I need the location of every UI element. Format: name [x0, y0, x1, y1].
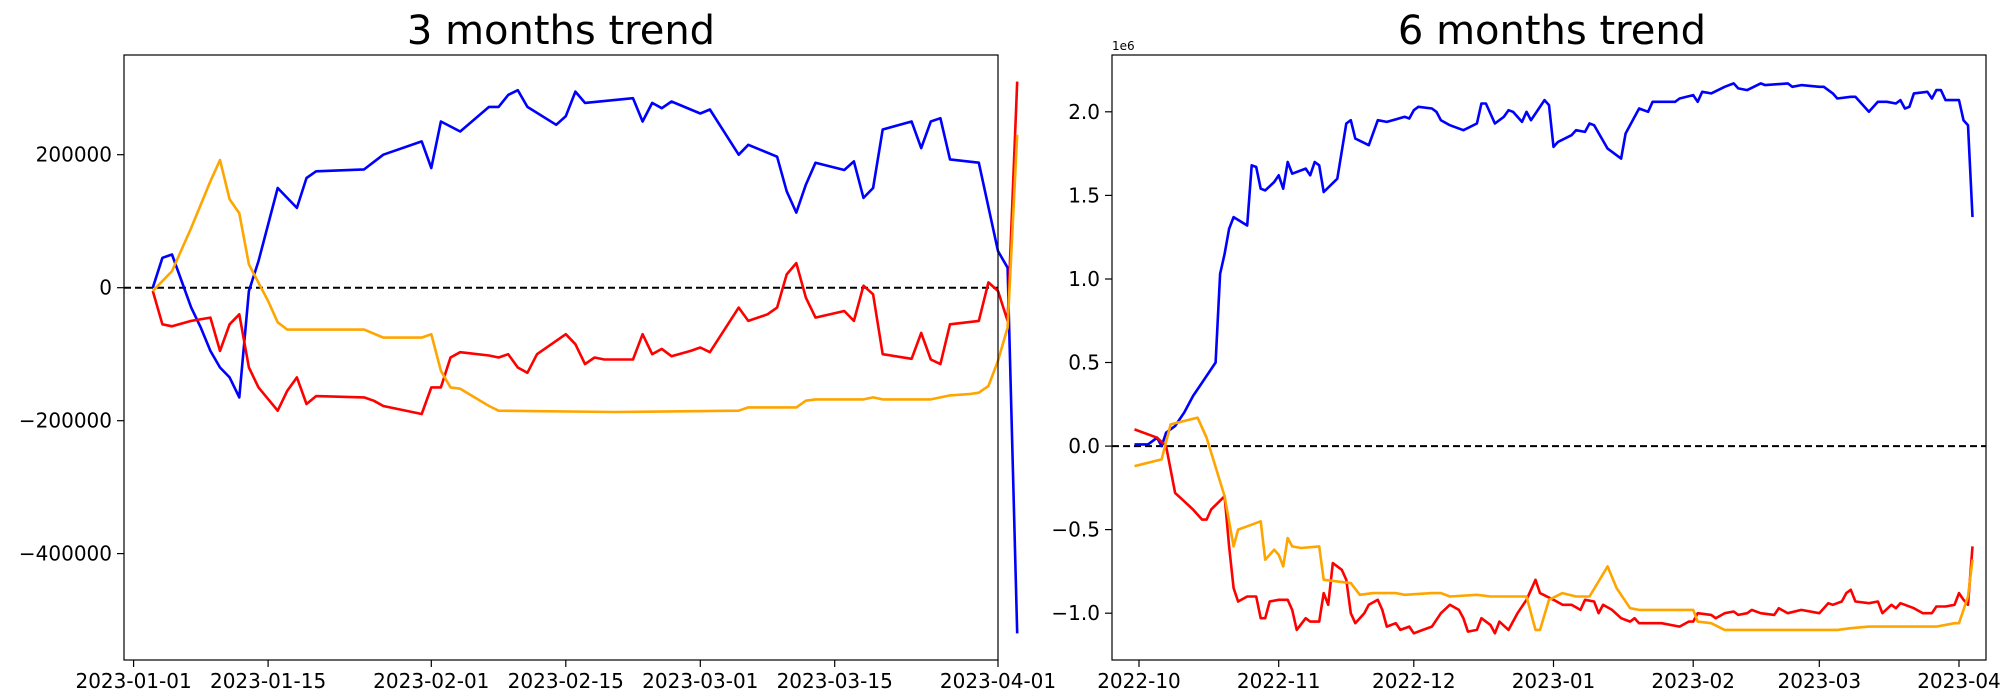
y-axis-ticks: −1.0 −0.5 0.0 0.5 1.0 1.5 2.0: [1051, 100, 1112, 625]
x-tick-label: 2023-03: [1778, 669, 1862, 693]
series-line-2: [1134, 428, 1974, 635]
x-tick-label: 2023-01-15: [210, 669, 326, 693]
y-tick-label: 0.0: [1068, 434, 1100, 458]
y-tick-label: −200000: [19, 409, 112, 433]
y-tick-label: −0.5: [1051, 518, 1100, 542]
x-tick-label: 2023-04-01: [940, 669, 1056, 693]
y-tick-label: 0: [99, 276, 112, 300]
chart-panel-3-months: 3 months trend 2023-01-01 2023-01-15 2023-…: [19, 8, 1056, 693]
series-line-2: [151, 81, 1019, 416]
series-line-3: [1134, 416, 1974, 632]
plot-frame: [1111, 54, 1987, 661]
series-lines: [1134, 82, 1974, 635]
y-tick-label: −1.0: [1051, 601, 1100, 625]
x-tick-label: 2023-03-01: [642, 669, 758, 693]
y-axis-offset-label: 1e6: [1112, 39, 1135, 53]
x-tick-label: 2023-04: [1917, 669, 2000, 693]
y-tick-label: 2.0: [1068, 100, 1100, 124]
x-tick-label: 2023-03-15: [777, 669, 893, 693]
x-tick-label: 2022-11: [1237, 669, 1321, 693]
chart-panel-6-months: 6 months trend 1e6 2022-10 2022-11 2022-12…: [1051, 8, 2000, 693]
y-tick-label: 200000: [36, 143, 112, 167]
y-tick-label: 1.0: [1068, 267, 1100, 291]
x-tick-label: 2022-12: [1372, 669, 1456, 693]
series-lines: [151, 81, 1019, 634]
y-tick-label: −400000: [19, 542, 112, 566]
x-tick-label: 2022-10: [1097, 669, 1181, 693]
x-tick-label: 2023-02: [1651, 669, 1735, 693]
x-tick-label: 2023-02-01: [373, 669, 489, 693]
y-tick-label: 0.5: [1068, 351, 1100, 375]
series-line-1: [1134, 82, 1974, 448]
series-line-1: [151, 88, 1019, 634]
y-axis-ticks: −400000 −200000 0 200000: [19, 143, 124, 566]
chart-title: 3 months trend: [407, 8, 715, 54]
x-tick-label: 2023-01: [1512, 669, 1596, 693]
y-tick-label: 1.5: [1068, 183, 1100, 207]
series-line-3: [151, 134, 1019, 414]
plot-frame: [123, 54, 999, 661]
x-tick-label: 2023-01-01: [75, 669, 191, 693]
x-axis-ticks: 2023-01-01 2023-01-15 2023-02-01 2023-02-15…: [75, 660, 1056, 693]
x-axis-ticks: 2022-10 2022-11 2022-12 2023-01 2023-02 2023-…: [1097, 660, 2000, 693]
chart-title: 6 months trend: [1398, 8, 1706, 54]
x-tick-label: 2023-02-15: [508, 669, 624, 693]
